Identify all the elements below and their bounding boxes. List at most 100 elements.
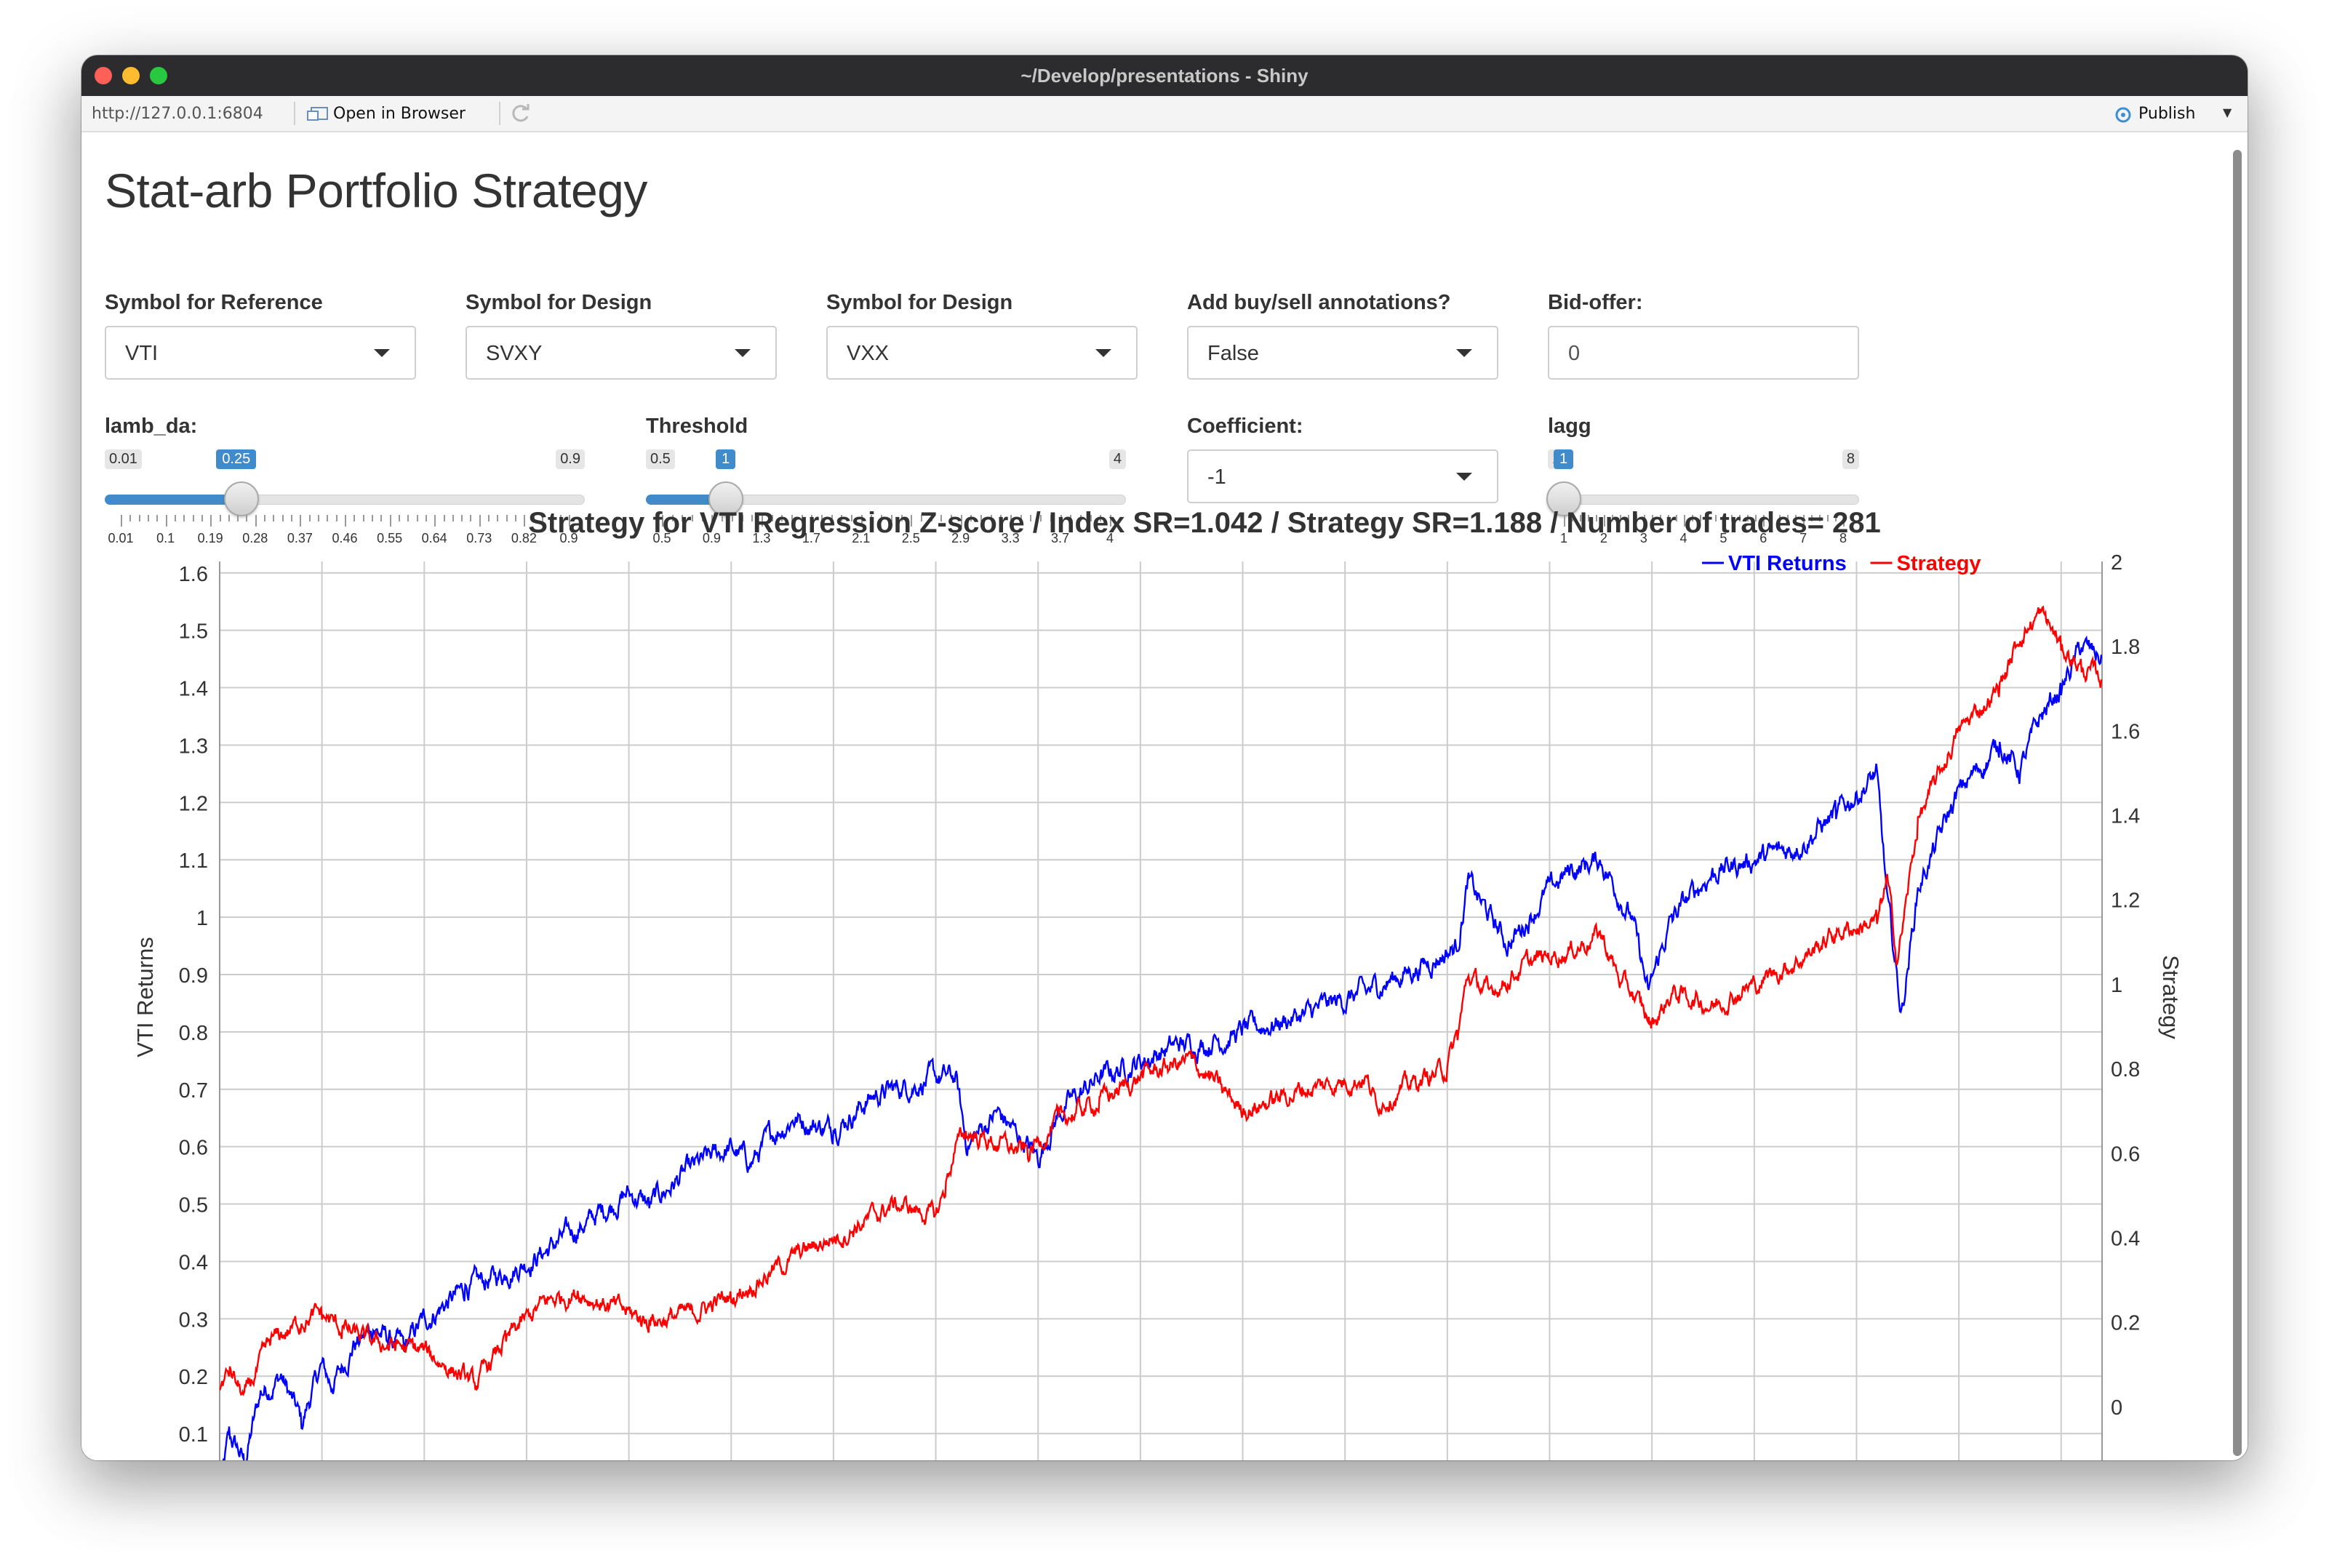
lambda-slider-minor-tick bbox=[273, 515, 275, 521]
threshold-slider-tick-label: 0.9 bbox=[702, 531, 721, 545]
minimize-window-button[interactable] bbox=[122, 67, 140, 84]
annotations-select[interactable]: False bbox=[1187, 326, 1498, 380]
threshold-slider-minor-tick bbox=[781, 515, 783, 521]
refresh-icon[interactable] bbox=[509, 102, 532, 125]
symbol-design-1-select[interactable]: SVXY bbox=[466, 326, 777, 380]
y-left-tick-label: 0.2 bbox=[179, 1366, 208, 1389]
threshold-slider-minor-tick bbox=[1050, 515, 1052, 521]
publish-button[interactable]: Publish bbox=[2138, 105, 2196, 123]
threshold-slider-minor-tick bbox=[801, 515, 803, 521]
threshold-slider-tick bbox=[711, 515, 714, 527]
lambda-slider-minor-tick bbox=[183, 515, 185, 521]
symbol-reference-select[interactable]: VTI bbox=[105, 326, 416, 380]
lambda-slider-tick bbox=[255, 515, 257, 527]
y-right-tick-label: 1.2 bbox=[2111, 889, 2140, 913]
threshold-slider-minor-tick bbox=[1020, 515, 1022, 521]
threshold-slider-minor-tick bbox=[980, 515, 983, 521]
threshold-slider-minor-tick bbox=[692, 515, 694, 521]
lambda-slider-minor-tick bbox=[506, 515, 508, 521]
y-left-tick-label: 1.2 bbox=[179, 792, 208, 815]
threshold-slider-minor-tick bbox=[731, 515, 733, 521]
threshold-slider-tick bbox=[1060, 515, 1062, 527]
lambda-slider-minor-tick bbox=[416, 515, 418, 521]
threshold-slider-minor-tick bbox=[871, 515, 873, 521]
threshold-slider-minor-tick bbox=[1100, 515, 1102, 521]
lambda-slider-minor-tick bbox=[470, 515, 472, 521]
lambda-slider-minor-tick bbox=[156, 515, 159, 521]
strategy-chart: Strategy for VTI Regression Z-score / In… bbox=[132, 507, 2184, 1460]
annotations-label: Add buy/sell annotations? bbox=[1187, 291, 1451, 314]
lambda-slider[interactable]: 0.01 0.9 0.25 0.01 0.1 0.19 0.28 0.37 0.46 0.55 0.… bbox=[105, 449, 585, 551]
lambda-slider-minor-tick bbox=[147, 515, 149, 521]
threshold-slider-tick-label: 2.9 bbox=[951, 531, 970, 545]
threshold-slider-minor-tick bbox=[741, 515, 743, 521]
lambda-slider-tick-label: 0.28 bbox=[242, 531, 268, 545]
lambda-slider-minor-tick bbox=[371, 515, 373, 521]
toolbar-divider bbox=[294, 102, 295, 125]
zoom-window-button[interactable] bbox=[150, 67, 167, 84]
y-left-tick-label: 1 bbox=[196, 907, 208, 930]
lambda-slider-minor-tick bbox=[452, 515, 454, 521]
threshold-slider-tick bbox=[662, 515, 663, 527]
y-left-tick-label: 0.1 bbox=[179, 1423, 208, 1447]
threshold-slider-minor-tick bbox=[900, 515, 903, 521]
symbol-reference-value: VTI bbox=[125, 342, 159, 365]
lambda-slider-tick bbox=[479, 515, 481, 527]
viewer-toolbar: http://127.0.0.1:6804 Open in Browser Pu… bbox=[81, 96, 2248, 132]
lagg-slider-minor-tick bbox=[1579, 515, 1581, 521]
coefficient-select[interactable]: -1 bbox=[1187, 449, 1498, 503]
threshold-slider-tick bbox=[1110, 515, 1111, 527]
lambda-slider-minor-tick bbox=[497, 515, 499, 521]
threshold-slider-minor-tick bbox=[1090, 515, 1092, 521]
vertical-scrollbar[interactable] bbox=[2233, 150, 2242, 1456]
threshold-slider-minor-tick bbox=[1040, 515, 1042, 521]
threshold-slider[interactable]: 0.5 4 1 0.5 0.9 1.3 1.7 2.1 2.5 2.9 3.3 3.7 4 bbox=[646, 449, 1126, 551]
bid-offer-value: 0 bbox=[1568, 342, 1581, 365]
lagg-label: lagg bbox=[1548, 415, 1591, 438]
lagg-slider-minor-tick bbox=[1675, 515, 1677, 521]
chevron-down-icon bbox=[1456, 473, 1472, 481]
threshold-slider-minor-tick bbox=[831, 515, 833, 521]
symbol-design-2-select[interactable]: VXX bbox=[826, 326, 1138, 380]
y-right-tick-label: 0.2 bbox=[2111, 1312, 2140, 1335]
threshold-slider-tick bbox=[960, 515, 962, 527]
bid-offer-input[interactable]: 0 bbox=[1548, 326, 1859, 380]
lambda-slider-minor-tick bbox=[201, 515, 203, 521]
open-in-browser-button[interactable]: Open in Browser bbox=[333, 105, 466, 123]
lambda-slider-minor-tick bbox=[318, 515, 320, 521]
publish-dropdown-icon[interactable]: ▼ bbox=[2223, 105, 2232, 119]
lagg-slider-tick-label: 1 bbox=[1559, 531, 1568, 545]
publish-icon bbox=[2115, 107, 2131, 123]
legend-label: Strategy bbox=[1897, 552, 1981, 575]
symbol-design-2-label: Symbol for Design bbox=[826, 291, 1013, 314]
threshold-slider-minor-tick bbox=[771, 515, 773, 521]
lambda-slider-tick-label: 0.46 bbox=[332, 531, 358, 545]
lambda-slider-min: 0.01 bbox=[105, 449, 142, 469]
y-right-tick-label: 0.8 bbox=[2111, 1058, 2140, 1081]
lambda-slider-tick bbox=[389, 515, 391, 527]
lambda-slider-minor-tick bbox=[362, 515, 364, 521]
close-window-button[interactable] bbox=[95, 67, 112, 84]
lambda-slider-minor-tick bbox=[461, 515, 463, 521]
open-browser-icon bbox=[307, 107, 328, 121]
y-left-tick-label: 1.1 bbox=[179, 849, 208, 873]
y-left-tick-label: 0.7 bbox=[179, 1079, 208, 1103]
lagg-slider-minor-tick bbox=[1755, 515, 1757, 521]
lambda-slider-minor-tick bbox=[380, 515, 383, 521]
y-right-tick-label: 0.6 bbox=[2111, 1143, 2140, 1166]
lagg-slider[interactable]: 18112345678 bbox=[1546, 449, 1859, 551]
lambda-slider-minor-tick bbox=[488, 515, 490, 521]
threshold-slider-tick bbox=[761, 515, 763, 527]
lagg-slider-tick bbox=[1803, 515, 1805, 527]
threshold-slider-handle[interactable] bbox=[708, 481, 744, 516]
lagg-slider-tick-label: 6 bbox=[1759, 531, 1767, 545]
y-left-tick-label: 1.5 bbox=[179, 620, 208, 644]
lagg-slider-minor-tick bbox=[1699, 515, 1701, 521]
lambda-slider-minor-tick bbox=[264, 515, 266, 521]
url-text[interactable]: http://127.0.0.1:6804 bbox=[92, 105, 263, 123]
lambda-slider-handle[interactable] bbox=[224, 481, 260, 516]
threshold-slider-minor-tick bbox=[722, 515, 724, 521]
threshold-slider-minor-tick bbox=[791, 515, 793, 521]
lagg-slider-tick-label: 8 bbox=[1839, 531, 1847, 545]
lagg-slider-tick-label: 3 bbox=[1639, 531, 1647, 545]
